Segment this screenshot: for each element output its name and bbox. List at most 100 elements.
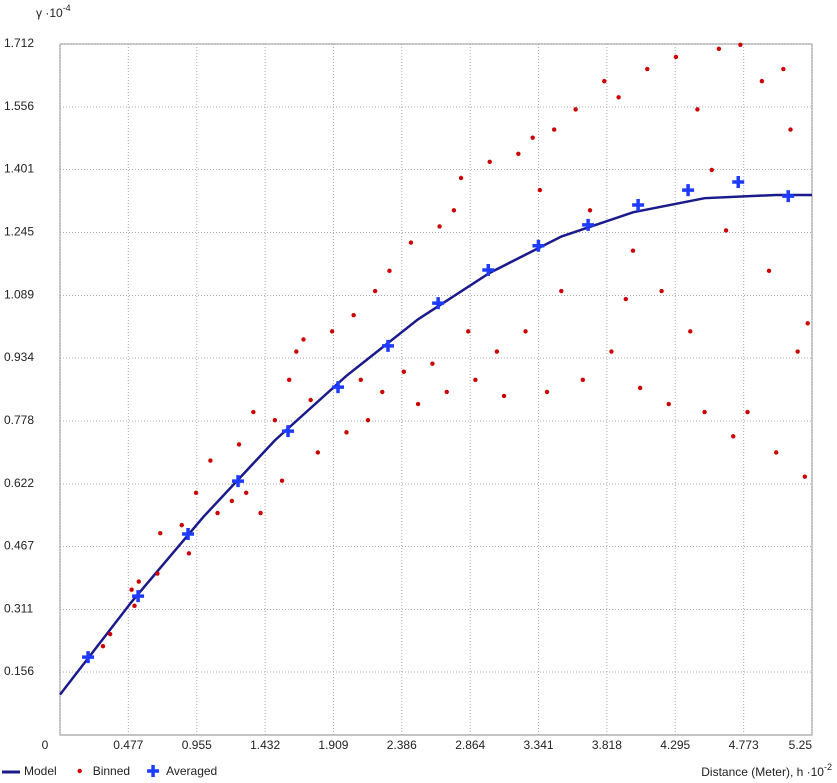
x-tick-label: 0.477: [113, 738, 143, 752]
binned-point: [609, 349, 614, 354]
binned-point: [329, 329, 335, 334]
binned-point: [315, 450, 321, 455]
y-tick-label: 1.712: [4, 36, 34, 50]
y-tick-label: 1.089: [4, 288, 34, 302]
binned-point: [229, 498, 235, 504]
binned-point: [179, 522, 184, 528]
legend-icon: [147, 765, 160, 777]
binned-point: [580, 377, 586, 383]
averaged-point: [432, 297, 445, 310]
y-tick-label: 1.556: [4, 99, 34, 113]
averaged-point: [382, 339, 395, 352]
y-axis-label-base: γ ·10: [36, 6, 63, 20]
x-axis-label: Distance (Meter), h ·10-2: [701, 762, 832, 779]
binned-point: [602, 78, 607, 84]
averaged-point: [282, 425, 295, 438]
binned-point: [272, 417, 278, 423]
legend-icon: [77, 768, 82, 774]
binned-point: [258, 510, 263, 516]
binned-point: [100, 644, 106, 649]
x-tick-label: 4.773: [729, 738, 759, 752]
binned-point: [415, 401, 421, 407]
binned-point: [645, 66, 650, 72]
binned-point: [666, 401, 671, 407]
averaged-point: [532, 239, 545, 252]
binned-point: [466, 329, 471, 334]
averaged-point: [782, 190, 795, 203]
binned-point: [616, 95, 621, 100]
binned-point: [487, 159, 492, 165]
y-tick-label: 0.778: [4, 413, 34, 427]
averaged-point: [482, 264, 495, 277]
binned-point: [387, 268, 392, 274]
averaged-point: [232, 475, 245, 488]
x-tick-label: 5.25: [789, 738, 813, 752]
binned-point: [805, 321, 810, 326]
y-tick-label: 0.311: [4, 602, 33, 616]
binned-point: [155, 571, 160, 576]
binned-point: [738, 42, 743, 48]
binned-point: [344, 430, 349, 435]
binned-point: [279, 478, 285, 483]
binned-point: [351, 313, 356, 318]
binned-point: [208, 458, 213, 463]
binned-point: [301, 337, 306, 342]
y-axis-label-exp: -4: [63, 3, 71, 13]
binned-point: [236, 442, 242, 447]
x-tick-label: 1.909: [318, 738, 348, 752]
binned-point: [408, 240, 414, 245]
binned-point: [186, 551, 192, 556]
legend-label: Averaged: [166, 764, 217, 778]
binned-point: [781, 66, 786, 72]
binned-point: [473, 377, 478, 383]
x-axis-label-exp: -2: [824, 762, 832, 772]
x-tick-label: 3.341: [524, 738, 554, 752]
binned-point: [573, 107, 578, 112]
binned-point: [132, 603, 137, 609]
y-axis-label: γ ·10-4: [36, 3, 71, 20]
binned-point: [551, 127, 557, 132]
binned-point: [358, 377, 363, 383]
model-line: [59, 193, 812, 696]
binned-point: [723, 228, 729, 233]
y-tick-label: 1.401: [4, 162, 34, 176]
binned-point: [688, 329, 693, 334]
x-tick-label: 2.864: [455, 738, 485, 752]
binned-point: [458, 175, 464, 181]
binned-point: [430, 361, 435, 366]
averaged-point: [332, 381, 345, 394]
averaged-point: [732, 176, 745, 189]
y-tick-label: 0.934: [4, 350, 34, 364]
y-tick-label: 0.156: [4, 664, 34, 678]
binned-point: [401, 369, 406, 374]
binned-point: [251, 409, 256, 415]
binned-point: [766, 268, 772, 274]
binned-point: [365, 417, 371, 423]
x-tick-label: 3.818: [592, 738, 622, 752]
x-tick-label: 1.432: [250, 738, 280, 752]
binned-point: [286, 377, 292, 383]
binned-point: [129, 587, 134, 592]
binned-point: [107, 631, 113, 637]
binned-point: [294, 349, 299, 354]
plot-area: [59, 43, 813, 736]
binned-point: [158, 530, 163, 536]
binned-point: [745, 409, 750, 415]
binned-point: [380, 389, 385, 395]
binned-point: [637, 385, 643, 391]
y-tick-label: 0.467: [4, 539, 34, 553]
binned-point: [544, 389, 550, 395]
x-tick-label: 0: [42, 738, 49, 752]
binned-point: [587, 208, 593, 213]
y-tick-label: 0.622: [4, 476, 34, 490]
binned-point: [788, 127, 793, 132]
x-tick-label: 4.295: [660, 738, 690, 752]
binned-point: [537, 187, 543, 193]
averaged-point: [682, 184, 695, 197]
binned-point: [702, 409, 707, 415]
binned-point: [308, 397, 313, 403]
binned-point: [802, 474, 808, 479]
binned-point: [795, 349, 800, 354]
x-tick-label: 0.955: [182, 738, 212, 752]
